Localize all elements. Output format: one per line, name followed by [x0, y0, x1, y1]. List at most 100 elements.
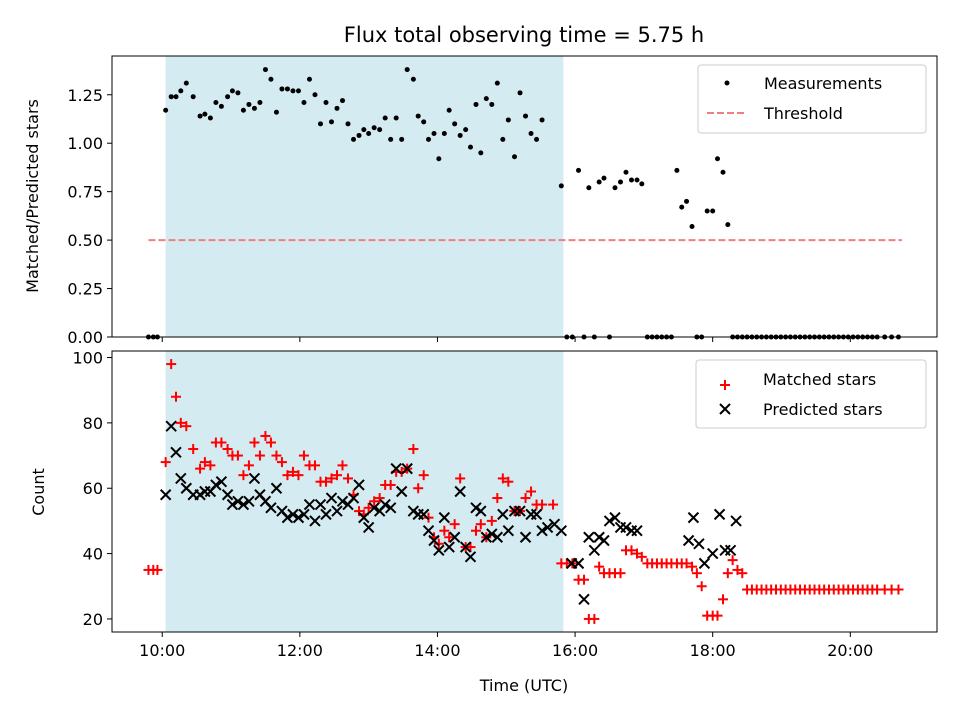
predicted-stars-point	[693, 538, 705, 550]
matched-stars-point	[385, 479, 396, 490]
measurements-point	[225, 94, 231, 100]
predicted-stars-point	[631, 525, 643, 537]
matched-stars-point	[243, 460, 254, 471]
threshold-legend-label: Threshold	[763, 104, 843, 123]
measurements-point	[457, 132, 463, 138]
measurements-point	[674, 167, 680, 173]
measurements-point	[317, 121, 323, 127]
matched-stars-point	[520, 493, 531, 504]
measurements-point	[163, 107, 169, 113]
measurements-point	[715, 156, 721, 162]
ratio-y-axis-label: Matched/Predicted stars	[23, 99, 42, 293]
count-x-ticks: 10:00 12:00 14:00 16:00 18:00 20:00	[139, 632, 873, 660]
measurements-point	[446, 107, 452, 113]
measurements-point	[617, 179, 623, 185]
matched-stars-point	[166, 359, 177, 370]
x-tick-label: 18:00	[690, 641, 736, 660]
measurements-point	[512, 154, 518, 160]
measurements-point	[345, 121, 351, 127]
measurements-point	[202, 111, 208, 117]
measurements-point	[436, 156, 442, 162]
predicted-stars-point	[353, 479, 365, 491]
measurements-point	[334, 105, 340, 111]
measurements-point	[273, 109, 279, 115]
matched-stars-point	[363, 502, 374, 513]
matched-stars-point	[160, 457, 171, 468]
measurements-point	[523, 113, 529, 119]
predicted-stars-point	[620, 521, 632, 534]
measurements-point	[612, 185, 618, 191]
predicted-stars-point	[159, 489, 172, 501]
matched-stars-point	[455, 473, 466, 484]
measurements-point	[257, 100, 263, 106]
matched-stars-point	[181, 421, 192, 432]
predicted-stars-point	[265, 502, 277, 514]
predicted-stars-point	[730, 515, 742, 527]
predicted-stars-point	[480, 531, 493, 543]
measurements-point	[415, 113, 421, 119]
matched-stars-point	[309, 460, 320, 471]
measurement-points	[145, 67, 901, 340]
measurements-point	[361, 127, 367, 133]
matched-stars-point	[175, 417, 186, 428]
predicted-stars-point	[226, 498, 239, 511]
predicted-legend-marker	[719, 403, 731, 415]
matched-stars-point	[260, 430, 271, 441]
predicted-stars-point	[303, 498, 316, 511]
measurements-legend-label: Measurements	[764, 74, 882, 93]
predicted-stars-point	[464, 551, 477, 563]
measurements-point	[197, 113, 203, 119]
measurements-point	[323, 100, 329, 106]
predicted-stars-point	[325, 492, 338, 504]
matched-stars-point	[492, 493, 503, 504]
measurements-point	[404, 67, 410, 73]
measurements-point	[328, 119, 334, 125]
measurements-point	[251, 105, 257, 111]
predicted-stars-point	[298, 508, 310, 521]
measurements-point	[528, 131, 534, 137]
matched-stars-point	[408, 444, 419, 455]
predicted-stars-point	[358, 511, 370, 524]
y-tick-label: 1.25	[67, 86, 103, 105]
measurements-point	[478, 150, 484, 156]
y-tick-label: 40	[83, 545, 103, 564]
matched-stars-point	[369, 496, 380, 507]
matched-stars-point	[188, 444, 199, 455]
y-tick-label: 100	[72, 349, 103, 368]
predicted-stars-point	[687, 511, 700, 524]
matched-stars-point	[249, 437, 260, 448]
predicted-stars-point	[243, 495, 255, 508]
measurements-point	[463, 127, 469, 133]
ratio-axes-frame	[111, 55, 938, 338]
measurements-point	[388, 136, 394, 142]
predicted-stars-point	[603, 515, 616, 527]
measurements-point	[207, 115, 213, 121]
matched-stars-point	[475, 519, 486, 530]
ratio-x-ticks	[161, 337, 851, 342]
predicted-stars-point	[362, 521, 375, 534]
predicted-stars-point	[215, 475, 228, 488]
matched-stars-point	[691, 568, 702, 579]
predicted-stars-point	[428, 534, 440, 547]
measurements-point	[340, 98, 346, 104]
measurements-legend-marker	[724, 80, 730, 86]
y-tick-label: 0.00	[67, 328, 103, 347]
predicted-stars-point	[598, 534, 610, 547]
matched-stars-point	[486, 515, 497, 526]
measurements-point	[441, 131, 447, 137]
predicted-stars-point	[588, 544, 601, 557]
predicted-stars-point	[454, 485, 466, 498]
measurements-point	[704, 208, 710, 214]
predicted-stars-point	[170, 446, 182, 458]
measurements-point	[371, 125, 377, 131]
predicted-stars-point	[491, 531, 504, 543]
predicted-stars-point	[331, 505, 343, 517]
predicted-stars-point	[175, 472, 187, 485]
measurements-point	[725, 222, 731, 228]
matched-stars-point	[282, 470, 293, 481]
count-points	[143, 359, 904, 624]
count-legend: Matched stars Predicted stars	[695, 359, 927, 429]
ratio-y-ticks: 0.00 0.25 0.50 0.75 1.00 1.25	[67, 86, 112, 347]
predicted-stars-point	[475, 505, 487, 517]
matched-legend-label: Matched stars	[763, 370, 876, 389]
